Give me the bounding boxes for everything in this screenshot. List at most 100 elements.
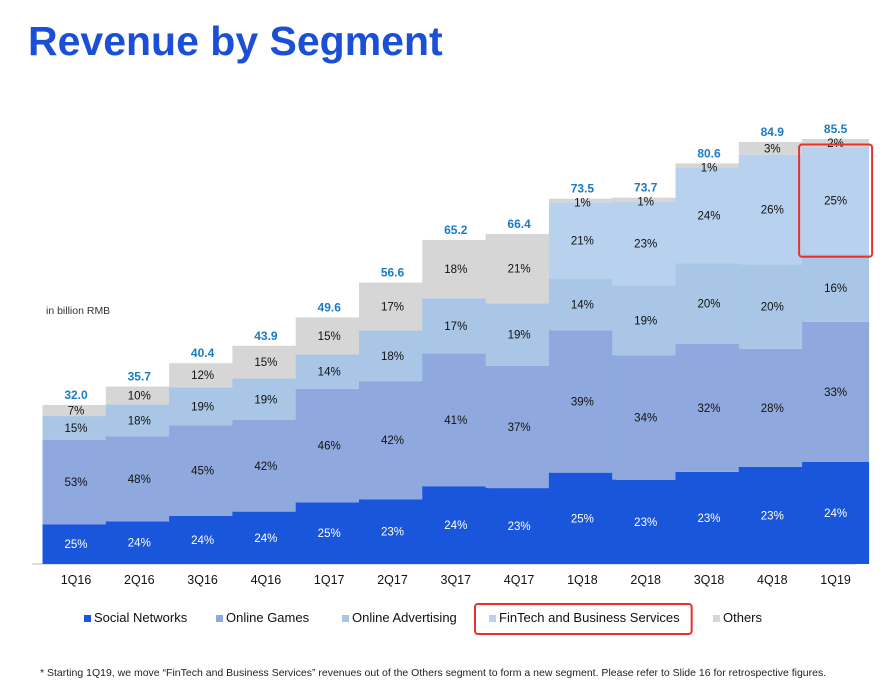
bar-online-games-2q18 (612, 355, 680, 480)
bar-online-advertising-3q17 (422, 298, 490, 354)
value-label-social-networks-2q17: 23% (381, 527, 404, 539)
bar-others-3q18 (675, 163, 743, 168)
total-label-2q18: 73.7 (634, 181, 658, 195)
bar-others-1q17 (295, 317, 363, 355)
legend-swatch-others (713, 615, 720, 622)
value-label-social-networks-2q16: 24% (128, 538, 151, 550)
x-tick-1q16: 1Q16 (61, 573, 92, 587)
value-label-fintech-and-business-services-1q18: 21% (571, 236, 594, 248)
highlight-layer (474, 143, 874, 635)
value-label-online-advertising-2q16: 18% (128, 415, 151, 427)
bar-fintech-and-business-services-1q18 (548, 202, 616, 280)
value-label-social-networks-1q17: 25% (318, 528, 341, 540)
value-label-online-games-2q17: 42% (381, 435, 404, 447)
legend-swatch-fintech-and-business-services (489, 615, 496, 622)
bar-fintech-and-business-services-1q19 (802, 147, 870, 254)
bar-social-networks-2q16 (105, 521, 173, 564)
bar-online-games-4q16 (232, 419, 300, 512)
total-label-4q17: 66.4 (507, 217, 531, 231)
x-tick-3q17: 3Q17 (441, 573, 472, 587)
value-label-online-games-4q16: 42% (254, 461, 277, 473)
bar-online-games-4q18 (738, 348, 806, 467)
bar-online-games-2q17 (359, 381, 426, 500)
value-label-online-advertising-4q18: 20% (761, 302, 784, 314)
legend-label-social-networks: Social Networks (94, 610, 188, 625)
value-label-others-2q17: 17% (381, 302, 404, 314)
bar-others-1q18 (548, 198, 616, 203)
value-label-online-advertising-4q16: 19% (254, 394, 277, 406)
bar-others-4q18 (738, 141, 806, 155)
bar-fintech-and-business-services-4q18 (738, 154, 806, 265)
x-tick-2q17: 2Q17 (377, 573, 408, 587)
value-label-others-3q16: 12% (191, 370, 214, 382)
bar-online-advertising-1q16 (42, 416, 110, 440)
value-label-online-advertising-1q18: 14% (571, 300, 594, 312)
value-label-online-games-4q18: 28% (761, 403, 784, 415)
value-label-online-advertising-3q18: 20% (697, 299, 720, 311)
legend-label-online-advertising: Online Advertising (352, 610, 457, 625)
page-title: Revenue by Segment (28, 18, 443, 64)
bar-others-4q16 (232, 345, 300, 379)
value-label-social-networks-4q17: 23% (508, 521, 531, 533)
value-label-online-games-1q18: 39% (571, 396, 594, 408)
value-label-others-1q16: 7% (68, 406, 85, 418)
bar-fintech-and-business-services-2q18 (612, 201, 680, 286)
bar-online-advertising-3q16 (169, 387, 237, 426)
value-label-fintech-and-business-services-2q18: 23% (634, 238, 657, 250)
bar-online-games-4q17 (485, 365, 553, 489)
highlight-box-bar (798, 143, 874, 258)
value-label-others-3q18: 1% (701, 162, 718, 174)
value-label-online-games-3q17: 41% (444, 415, 467, 427)
total-label-2q17: 56.6 (381, 266, 405, 280)
value-label-online-games-4q17: 37% (508, 422, 531, 434)
value-label-others-4q17: 21% (508, 264, 531, 276)
value-label-others-1q18: 1% (574, 198, 591, 210)
total-label-1q17: 49.6 (318, 300, 342, 314)
bar-others-3q17 (422, 239, 490, 299)
bar-others-1q19 (802, 139, 870, 148)
legend: Social Networks Online Games Online Advert… (84, 610, 763, 625)
unit-note: in billion RMB (46, 305, 110, 317)
x-tick-3q16: 3Q16 (187, 573, 218, 587)
value-label-fintech-and-business-services-3q18: 24% (697, 210, 720, 222)
value-label-fintech-and-business-services-4q18: 26% (761, 205, 784, 217)
bar-social-networks-1q16 (42, 524, 110, 564)
bar-online-advertising-1q17 (295, 354, 363, 389)
bar-social-networks-3q18 (675, 471, 743, 564)
bar-others-4q17 (485, 233, 553, 304)
bar-online-advertising-3q18 (675, 263, 743, 344)
x-tick-4q18: 4Q18 (757, 573, 788, 587)
value-label-social-networks-3q18: 23% (697, 513, 720, 525)
bar-online-advertising-4q18 (738, 264, 806, 349)
bar-social-networks-4q17 (485, 488, 553, 564)
value-label-online-advertising-1q19: 16% (824, 283, 847, 295)
value-label-social-networks-1q18: 25% (571, 513, 594, 525)
bar-social-networks-3q17 (422, 486, 490, 564)
bar-online-advertising-1q19 (802, 253, 870, 322)
bar-others-2q18 (612, 197, 680, 202)
value-label-fintech-and-business-services-1q19: 25% (824, 196, 847, 208)
total-label-1q19: 85.5 (824, 122, 848, 136)
value-label-online-games-3q18: 32% (697, 403, 720, 415)
total-label-2q16: 35.7 (128, 370, 152, 384)
value-label-social-networks-1q16: 25% (64, 539, 87, 551)
bar-others-2q16 (105, 386, 173, 405)
bar-online-games-1q16 (42, 439, 110, 525)
value-label-online-advertising-1q16: 15% (64, 423, 87, 435)
value-label-online-games-2q16: 48% (128, 474, 151, 486)
value-label-online-games-1q16: 53% (64, 477, 87, 489)
bar-online-games-3q16 (169, 425, 237, 516)
value-label-online-advertising-2q17: 18% (381, 351, 404, 363)
bar-online-games-3q17 (422, 353, 490, 487)
bar-online-advertising-1q18 (548, 279, 616, 331)
value-label-social-networks-1q19: 24% (824, 508, 847, 520)
bar-online-games-3q18 (675, 343, 743, 472)
value-label-others-4q18: 3% (764, 143, 781, 155)
bar-social-networks-4q18 (738, 466, 806, 564)
value-label-online-advertising-2q18: 19% (634, 315, 657, 327)
tick-labels-layer: 1Q16 2Q16 3Q16 4Q16 1Q17 2Q17 3Q17 4Q17 1Q18 2Q18… (61, 573, 851, 587)
footnote: * Starting 1Q19, we move “FinTech and Bu… (40, 667, 827, 679)
value-label-online-advertising-3q16: 19% (191, 401, 214, 413)
bar-online-games-2q16 (105, 436, 173, 522)
legend-swatch-social-networks (84, 615, 91, 622)
